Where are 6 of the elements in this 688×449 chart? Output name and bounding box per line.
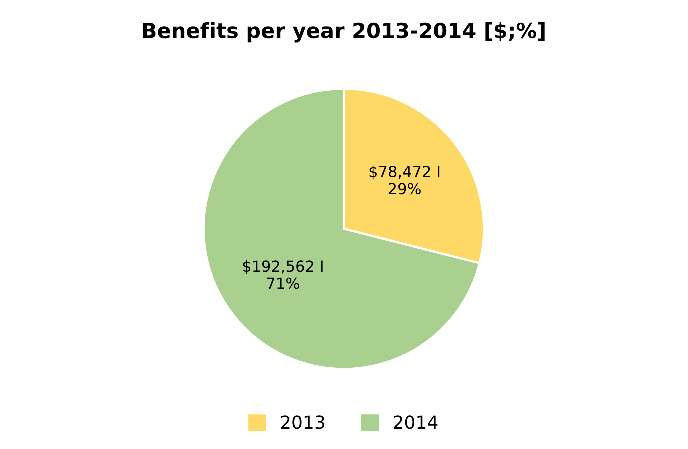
chart-title: Benefits per year 2013-2014 [$;%] xyxy=(143,22,545,43)
legend-label: 2013 xyxy=(281,416,324,430)
pie-slice xyxy=(202,88,481,370)
data-label: $78,472 I 29% xyxy=(370,166,440,195)
legend-label: 2014 xyxy=(394,416,438,430)
data-label: $192,562 I 71% xyxy=(243,260,323,290)
